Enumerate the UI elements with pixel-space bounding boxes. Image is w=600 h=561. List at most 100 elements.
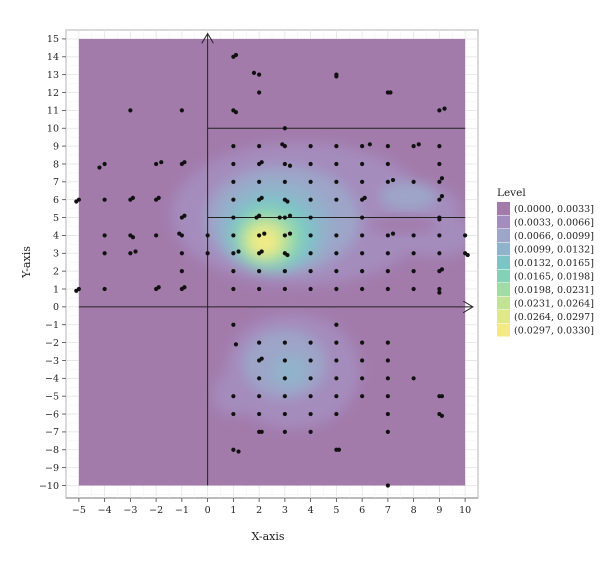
data-point (133, 249, 138, 254)
data-point (334, 376, 339, 381)
data-point (362, 195, 367, 201)
data-point (308, 197, 313, 202)
y-tick-label: −2 (45, 338, 59, 349)
data-point (439, 413, 445, 418)
data-point (390, 177, 396, 183)
data-point (334, 394, 339, 399)
y-tick-label: −10 (39, 481, 59, 492)
data-point (257, 376, 262, 381)
data-point (385, 394, 390, 399)
data-point (205, 233, 210, 238)
legend-swatch (497, 269, 510, 283)
y-tick-label: 14 (47, 52, 59, 63)
data-point (437, 251, 442, 256)
data-point (257, 394, 262, 399)
y-axis-ticks: −10−9−8−7−6−5−4−3−2−10123456789101112131… (39, 34, 66, 492)
x-tick-label: 9 (436, 505, 442, 516)
data-point (262, 231, 267, 236)
data-point (285, 252, 290, 258)
data-point (308, 340, 313, 345)
x-tick-label: 5 (333, 505, 339, 516)
data-point (385, 286, 390, 292)
y-tick-label: 13 (47, 70, 59, 81)
data-point (257, 72, 262, 77)
data-point (179, 251, 184, 256)
data-point (130, 195, 136, 201)
data-point (360, 394, 365, 399)
data-point (308, 215, 313, 220)
data-point (385, 161, 390, 167)
data-point (128, 251, 133, 256)
data-point (334, 322, 339, 327)
y-tick-label: 15 (47, 34, 59, 45)
legend-label: (0.0165, 0.0198] (514, 272, 594, 283)
data-point (334, 144, 339, 149)
data-point (334, 340, 339, 345)
data-point (102, 233, 107, 238)
data-point (102, 161, 107, 167)
data-point (360, 251, 365, 256)
data-point (257, 411, 262, 417)
data-point (282, 376, 287, 381)
x-tick-label: 1 (230, 505, 236, 516)
data-point (411, 179, 416, 184)
data-point (231, 251, 236, 256)
data-point (390, 231, 396, 236)
y-tick-label: −4 (45, 374, 59, 385)
y-tick-label: 10 (47, 124, 59, 135)
data-point (257, 233, 262, 238)
data-point (182, 285, 187, 290)
data-point (411, 144, 416, 149)
data-point (282, 126, 287, 131)
data-point (360, 376, 365, 381)
x-tick-label: 0 (205, 505, 211, 516)
y-axis-title: Y-axis (20, 246, 33, 279)
legend-swatch (497, 202, 510, 215)
data-point (259, 429, 264, 435)
y-tick-label: −1 (45, 320, 59, 331)
legend-title: Level (497, 187, 526, 199)
data-point (128, 108, 133, 113)
data-point (282, 429, 287, 435)
data-point (282, 233, 287, 238)
data-point (308, 161, 313, 167)
y-tick-label: 11 (47, 106, 59, 117)
data-point (280, 142, 285, 147)
data-point (411, 376, 416, 381)
data-point (102, 286, 107, 292)
data-point (360, 340, 365, 345)
data-point (385, 411, 390, 417)
data-point (437, 179, 442, 184)
legend-label: (0.0132, 0.0165] (514, 258, 594, 269)
data-point (257, 144, 262, 149)
data-point (437, 290, 442, 295)
legend-label: (0.0264, 0.0297] (514, 312, 594, 323)
data-point (308, 251, 313, 256)
data-point (154, 233, 159, 238)
data-point (385, 233, 390, 238)
y-tick-label: −8 (45, 445, 59, 456)
data-point (437, 161, 442, 167)
data-point (334, 161, 339, 167)
data-point (334, 269, 339, 274)
data-point (277, 215, 282, 220)
data-point (308, 394, 313, 399)
data-point (308, 286, 313, 292)
data-point (416, 142, 421, 147)
data-point (156, 285, 161, 290)
x-axis-title: X-axis (251, 530, 284, 543)
data-point (251, 70, 257, 75)
data-point (439, 394, 445, 399)
data-point (360, 358, 365, 363)
scatter-points (74, 52, 470, 488)
data-point (385, 179, 390, 184)
legend-label: (0.0297, 0.0330] (514, 326, 594, 337)
data-point (154, 161, 159, 167)
reference-lines (78, 34, 473, 486)
legend: Level (0.0000, 0.0033] (0.0033, 0.0066] (0… (497, 187, 594, 337)
data-point (385, 144, 390, 149)
data-point (179, 269, 184, 274)
data-point (282, 269, 287, 274)
data-point (411, 233, 416, 238)
data-point (231, 447, 236, 452)
